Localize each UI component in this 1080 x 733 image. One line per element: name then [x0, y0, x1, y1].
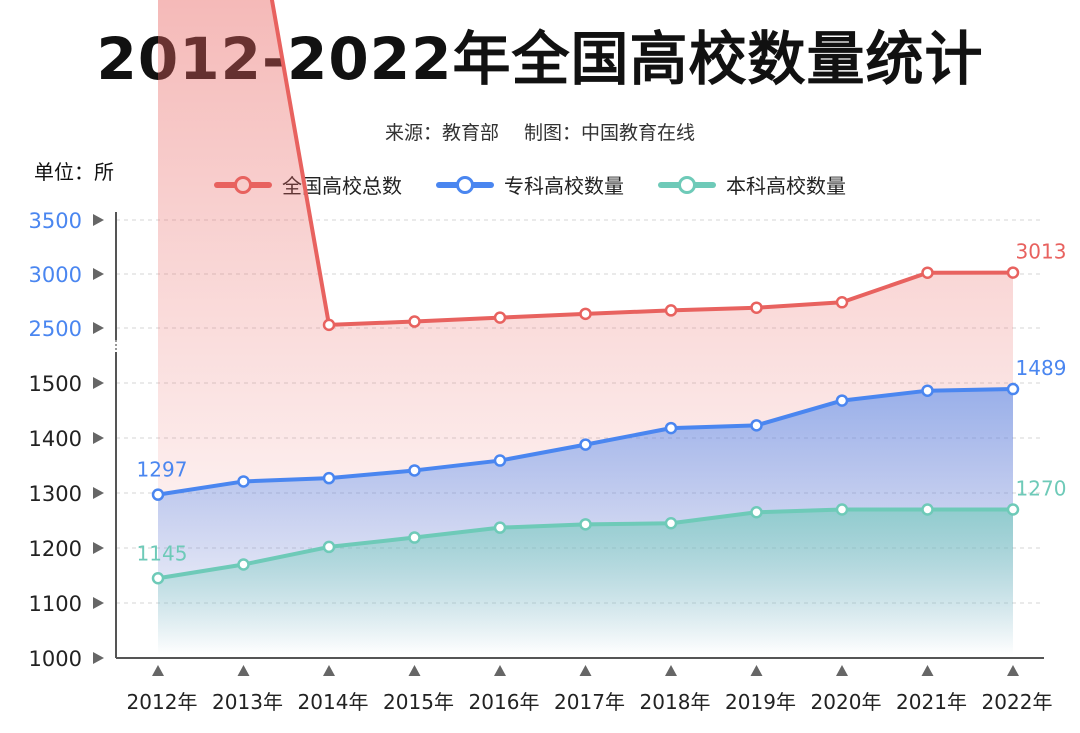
legend-marker-undergrad [658, 175, 716, 194]
x-tick-label: 2018年 [640, 690, 711, 714]
data-point-undergrad [237, 558, 250, 571]
y-tick-label: 1300 [29, 482, 82, 506]
data-label-last-total: 3013 [1016, 240, 1067, 264]
y-tick-label: 1500 [29, 372, 82, 396]
x-tick-arrow [750, 665, 763, 676]
legend-label-junior: 专科高校数量 [504, 174, 624, 198]
data-point-undergrad [664, 517, 678, 530]
data-point-junior [493, 454, 507, 467]
data-point-total [322, 318, 336, 332]
data-point-total [921, 266, 934, 279]
y-tick-arrow [93, 432, 104, 444]
legend-marker-junior [436, 175, 494, 194]
legend-label-undergrad: 本科高校数量 [726, 174, 846, 198]
data-point-undergrad [493, 521, 507, 534]
y-tick-arrow [93, 377, 104, 389]
chart-source: 来源：教育部 制图：中国教育在线 [384, 122, 696, 144]
series-area-undergrad [158, 509, 1013, 655]
data-point-undergrad [835, 503, 849, 516]
legend-item-undergrad[interactable]: 本科高校数量 [658, 170, 846, 199]
data-point-total [408, 315, 421, 328]
data-label-first-undergrad: 1145 [137, 541, 188, 565]
x-tick-arrow [237, 665, 250, 676]
x-tick-label: 2019年 [725, 690, 796, 714]
x-tick-label: 2017年 [554, 690, 625, 714]
x-tick-arrow [921, 665, 934, 676]
data-label-last-undergrad: 1270 [1016, 477, 1067, 501]
data-point-total [579, 307, 592, 321]
x-tick-label: 2016年 [469, 690, 540, 714]
x-tick-label: 2015年 [383, 690, 454, 714]
x-tick-arrow [408, 665, 421, 676]
x-tick-label: 2014年 [298, 690, 369, 714]
data-point-total [835, 296, 849, 309]
data-labels: 244230131297148911451270 [137, 240, 1067, 566]
data-point-junior [750, 419, 763, 432]
x-tick-label: 2021年 [896, 690, 967, 714]
y-tick-arrow [93, 268, 104, 280]
data-point-junior [835, 394, 849, 407]
y-tick-arrow [93, 322, 104, 334]
x-tick-label: 2012年 [127, 690, 198, 714]
y-tick-label: 2500 [29, 317, 82, 341]
data-point-junior [408, 464, 421, 477]
data-point-junior [151, 488, 165, 501]
unit-label: 单位：所 [34, 160, 114, 184]
data-point-junior [322, 471, 336, 485]
data-point-junior [237, 475, 250, 488]
data-point-undergrad [579, 518, 592, 531]
data-point-junior [921, 384, 934, 397]
y-tick-label: 3000 [29, 263, 82, 287]
data-label-first-junior: 1297 [137, 458, 188, 482]
x-tick-arrow [323, 665, 335, 676]
x-tick-arrow [665, 665, 677, 676]
x-tick-arrow [1007, 665, 1019, 676]
data-point-junior [579, 438, 592, 451]
data-point-undergrad [322, 540, 336, 554]
y-tick-arrow [93, 652, 104, 664]
data-point-undergrad [151, 572, 165, 585]
x-tick-label: 2020年 [811, 690, 882, 714]
x-tick-arrow [579, 665, 592, 676]
y-tick-arrow [93, 487, 104, 499]
y-tick-arrow [93, 542, 104, 554]
x-tick-label: 2022年 [982, 690, 1053, 714]
y-tick-label: 1200 [29, 537, 82, 561]
y-tick-arrow [93, 214, 104, 226]
series-lines [151, 0, 1020, 585]
data-point-total [1006, 266, 1020, 279]
y-tick-label: 3500 [29, 209, 82, 233]
x-tick-label: 2013年 [212, 690, 283, 714]
data-point-total [750, 301, 763, 314]
data-point-total [664, 304, 678, 317]
legend-item-junior[interactable]: 专科高校数量 [436, 170, 624, 199]
y-tick-label: 1000 [29, 647, 82, 671]
y-tick-label: 1100 [29, 592, 82, 616]
data-point-undergrad [408, 531, 421, 544]
data-point-undergrad [921, 503, 934, 516]
data-point-undergrad [1006, 503, 1020, 516]
axes: 3500 3000 2500 1500 1400 1300 1200 1100 1000 2012… [29, 209, 1053, 714]
data-point-junior [1006, 382, 1020, 396]
data-point-junior [664, 421, 678, 435]
y-tick-arrow [93, 597, 104, 609]
y-tick-label: 1400 [29, 427, 82, 451]
data-point-undergrad [750, 506, 763, 519]
x-tick-arrow [152, 665, 164, 676]
x-tick-arrow [836, 665, 848, 676]
data-point-total [493, 311, 507, 324]
x-tick-arrow [494, 665, 506, 676]
data-label-last-junior: 1489 [1016, 356, 1067, 380]
